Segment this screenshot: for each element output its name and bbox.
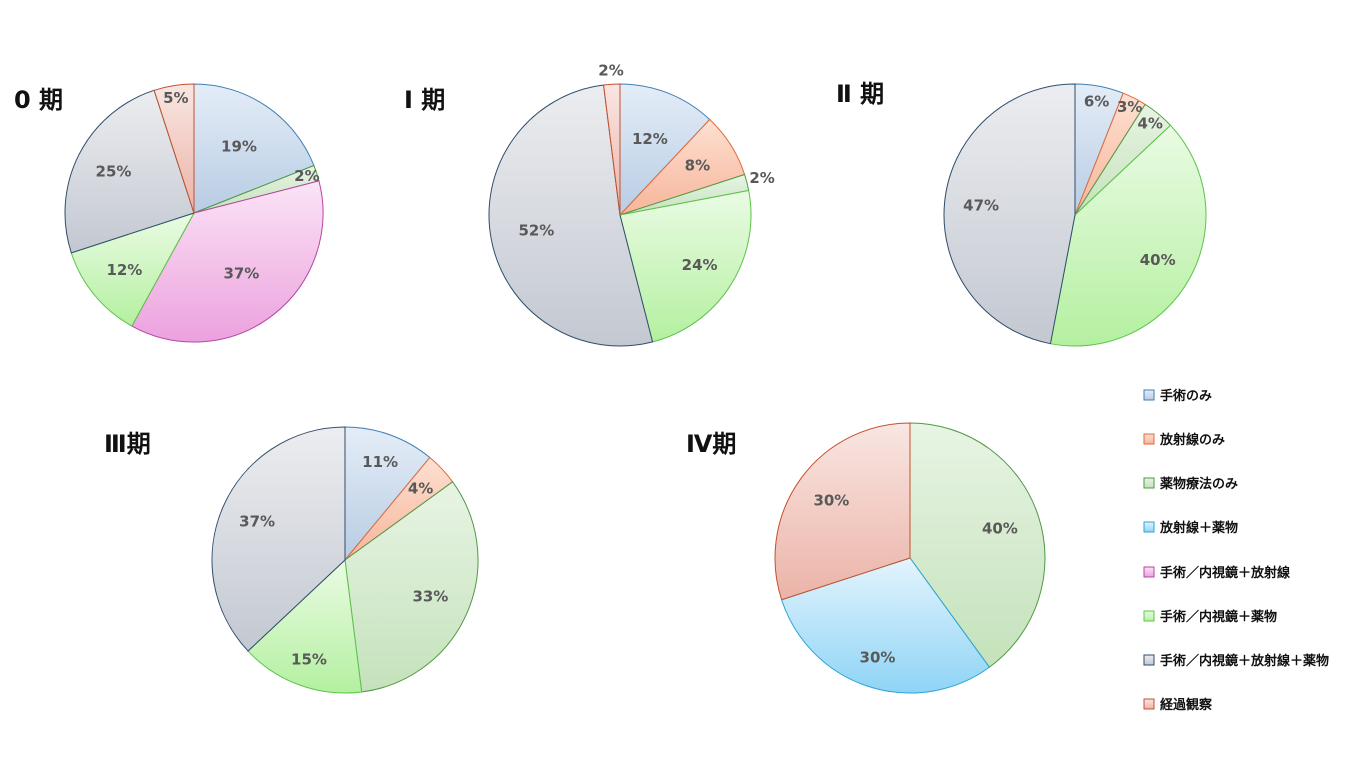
legend-swatch bbox=[1143, 566, 1155, 578]
slice-data-label: 3% bbox=[1117, 98, 1142, 116]
pie-slice-surg_rad_drug bbox=[64, 89, 195, 254]
pie-slice-drug bbox=[344, 481, 479, 693]
legend-swatch bbox=[1143, 521, 1155, 533]
legend-label: 放射線のみ bbox=[1159, 432, 1225, 448]
pie-slice-surg_drug bbox=[247, 558, 363, 694]
legend-swatch bbox=[1143, 654, 1155, 666]
pie-slice-surg_drug bbox=[1049, 124, 1207, 347]
legend-label: 手術／内視鏡＋薬物 bbox=[1160, 609, 1277, 625]
legend-label: 薬物療法のみ bbox=[1159, 476, 1238, 492]
legend-label: 放射線＋薬物 bbox=[1159, 520, 1238, 536]
pie-slice-surg_rad_drug bbox=[943, 83, 1076, 345]
pie-chart-stage1: 12% 8% 2% 24% 52% 2% bbox=[488, 62, 775, 347]
slice-data-label: 12% bbox=[106, 261, 142, 279]
pie-slice-observation bbox=[774, 422, 911, 601]
pie-slice-drug bbox=[909, 422, 1046, 668]
slice-data-label: 2% bbox=[294, 167, 319, 185]
slice-data-label: 4% bbox=[1137, 115, 1162, 133]
legend-label: 経過観察 bbox=[1160, 697, 1213, 713]
legend-label: 手術のみ bbox=[1160, 388, 1212, 404]
slice-data-label: 25% bbox=[96, 163, 132, 181]
legend-label: 手術／内視鏡＋放射線 bbox=[1160, 565, 1291, 581]
slice-data-label: 6% bbox=[1084, 92, 1109, 110]
pie-chart-stage3: 11% 4% 33% 15% 37% bbox=[211, 426, 479, 694]
slice-data-label: 40% bbox=[1140, 251, 1176, 269]
pie-chart-stage2: 6% 3%4% 40% 47% bbox=[943, 83, 1207, 347]
legend-swatch bbox=[1143, 389, 1155, 401]
legend-item: 手術／内視鏡＋放射線＋薬物 bbox=[1143, 653, 1329, 669]
legend-item: 放射線＋薬物 bbox=[1143, 520, 1238, 536]
pie-slice-rad_drug bbox=[780, 557, 991, 694]
slice-data-label: 30% bbox=[813, 491, 849, 509]
pie-slice-surgery bbox=[619, 83, 711, 217]
pie-slice-observation bbox=[153, 83, 195, 214]
slice-data-label: 33% bbox=[412, 588, 448, 606]
pie-slice-surg_drug bbox=[619, 189, 752, 343]
legend-item: 手術／内視鏡＋薬物 bbox=[1143, 609, 1277, 625]
slice-data-label: 8% bbox=[685, 156, 710, 174]
slice-data-label: 15% bbox=[291, 651, 327, 669]
slice-data-label: 11% bbox=[362, 453, 398, 471]
pie-slice-surg_drug bbox=[70, 212, 196, 327]
legend-label: 手術／内視鏡＋放射線＋薬物 bbox=[1160, 653, 1329, 669]
pie-slice-observation bbox=[603, 83, 621, 216]
slice-data-label: 2% bbox=[749, 169, 774, 187]
slice-data-label: 19% bbox=[221, 137, 257, 155]
pie-slice-surgery bbox=[193, 83, 315, 214]
slice-data-label: 37% bbox=[239, 513, 275, 531]
slice-data-label: 47% bbox=[963, 197, 999, 215]
chart-title-stage0: 0 期 bbox=[14, 86, 63, 114]
slice-data-label: 5% bbox=[163, 89, 188, 107]
slice-data-label: 24% bbox=[682, 256, 718, 274]
slice-data-label: 4% bbox=[408, 480, 433, 498]
pie-slice-surg_rad_drug bbox=[211, 426, 346, 652]
legend-item: 経過観察 bbox=[1143, 697, 1213, 713]
chart-title-stage3: Ⅲ期 bbox=[104, 430, 151, 458]
legend-item: 手術のみ bbox=[1143, 388, 1212, 404]
legend-swatch bbox=[1143, 433, 1155, 445]
slice-data-label: 30% bbox=[860, 649, 896, 667]
legend-swatch bbox=[1143, 477, 1155, 489]
chart-title-stage4: Ⅳ期 bbox=[686, 430, 736, 458]
slice-data-label: 2% bbox=[598, 62, 623, 80]
legend-item: 手術／内視鏡＋放射線 bbox=[1143, 565, 1291, 581]
slice-data-label: 37% bbox=[223, 265, 259, 283]
legend-swatch bbox=[1143, 698, 1155, 710]
slice-data-label: 52% bbox=[518, 222, 554, 240]
pie-slice-surg_rad bbox=[131, 180, 324, 343]
legend-swatch bbox=[1143, 610, 1155, 622]
chart-title-stage2: Ⅱ 期 bbox=[836, 80, 884, 108]
pie-chart-stage4: 40% 30% 30% bbox=[774, 422, 1046, 694]
legend-item: 薬物療法のみ bbox=[1143, 476, 1238, 492]
chart-title-stage1: Ⅰ 期 bbox=[404, 86, 445, 114]
slice-data-label: 12% bbox=[632, 130, 668, 148]
slice-data-label: 40% bbox=[982, 519, 1018, 537]
pie-chart-stage0: 19% 2% 37% 12% 25% 5% bbox=[64, 83, 324, 343]
legend: 手術のみ 放射線のみ 薬物療法のみ 放射線＋薬物 手術／内視鏡＋放射線 手術／内… bbox=[1143, 388, 1329, 713]
legend-item: 放射線のみ bbox=[1143, 432, 1225, 448]
pie-slice-surgery bbox=[344, 426, 431, 562]
